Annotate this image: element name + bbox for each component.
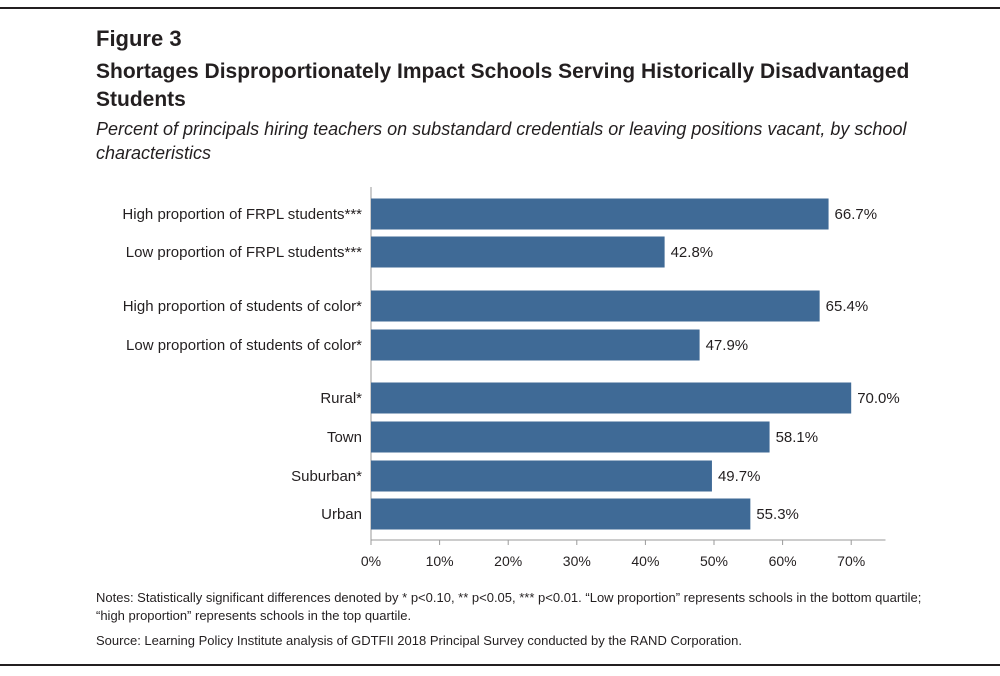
data-label: 47.9% bbox=[706, 337, 749, 354]
bar bbox=[371, 198, 829, 230]
bar bbox=[371, 421, 770, 453]
x-tick-label: 10% bbox=[426, 553, 454, 569]
top-rule bbox=[0, 7, 1000, 9]
bottom-rule bbox=[0, 664, 1000, 666]
x-tick-label: 50% bbox=[700, 553, 728, 569]
data-label: 70.0% bbox=[857, 390, 900, 407]
figure-label: Figure 3 bbox=[96, 26, 182, 51]
category-label: Low proportion of students of color* bbox=[126, 337, 362, 354]
category-label: Town bbox=[327, 429, 362, 446]
data-label: 55.3% bbox=[756, 506, 799, 523]
data-label: 66.7% bbox=[835, 206, 878, 223]
x-tick-label: 60% bbox=[769, 553, 797, 569]
chart-source: Source: Learning Policy Institute analys… bbox=[96, 633, 742, 648]
bar bbox=[371, 329, 700, 361]
x-tick-label: 30% bbox=[563, 553, 591, 569]
category-label: Low proportion of FRPL students*** bbox=[126, 244, 362, 261]
category-label: Rural* bbox=[320, 390, 362, 407]
chart-title: Shortages Disproportionately Impact Scho… bbox=[96, 60, 910, 111]
category-label: High proportion of FRPL students*** bbox=[122, 206, 362, 223]
data-label: 42.8% bbox=[671, 244, 714, 261]
bar bbox=[371, 236, 665, 268]
data-label: 58.1% bbox=[776, 429, 819, 446]
category-label: Urban bbox=[321, 506, 362, 523]
bar bbox=[371, 460, 712, 492]
x-tick-label: 0% bbox=[361, 553, 381, 569]
chart-subtitle: Percent of principals hiring teachers on… bbox=[96, 119, 907, 163]
bar bbox=[371, 498, 751, 530]
data-label: 49.7% bbox=[718, 468, 761, 485]
x-tick-label: 20% bbox=[494, 553, 522, 569]
x-tick-label: 40% bbox=[631, 553, 659, 569]
category-label: Suburban* bbox=[291, 468, 362, 485]
bar bbox=[371, 290, 820, 322]
data-label: 65.4% bbox=[826, 298, 869, 315]
category-label: High proportion of students of color* bbox=[123, 298, 362, 315]
bar bbox=[371, 382, 852, 414]
chart-notes: Notes: Statistically significant differe… bbox=[96, 590, 922, 623]
x-tick-label: 70% bbox=[837, 553, 865, 569]
